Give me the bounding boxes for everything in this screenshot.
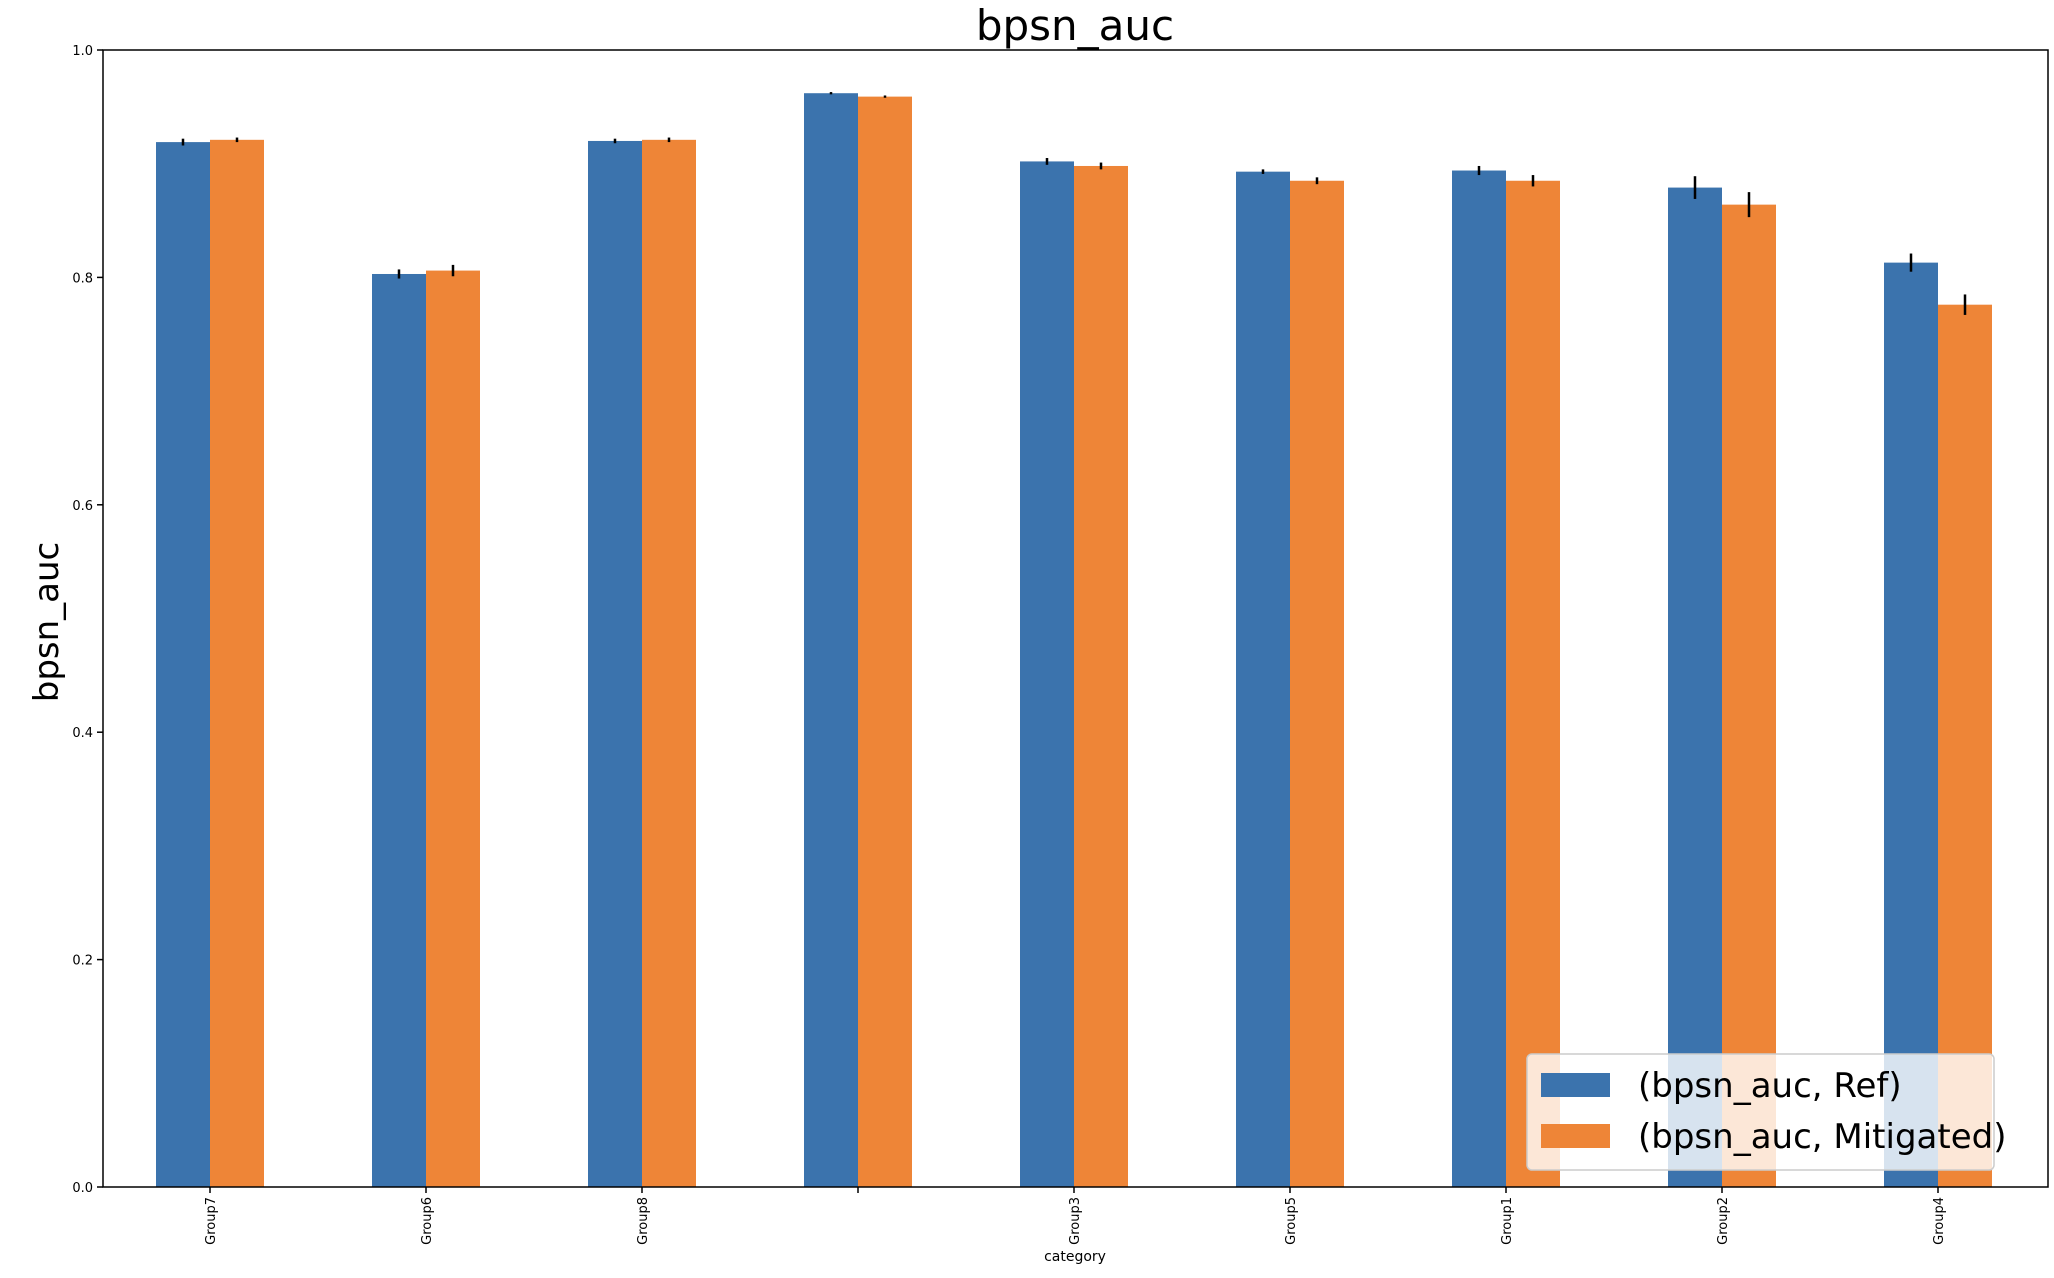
y-tick-label: 0.6 [72,499,93,514]
x-tick-label: Group1 [1500,1197,1515,1245]
bar-ref [1668,187,1722,1187]
bar-ref [804,93,858,1187]
bar-ref [372,273,426,1187]
legend-swatch-mitigated [1541,1124,1610,1148]
bar-mitigated [1938,304,1992,1187]
legend-label-mitigated: (bpsn_auc, Mitigated) [1638,1117,2006,1157]
bar-mitigated [1074,165,1128,1187]
y-tick-label: 1.0 [72,44,93,59]
x-tick-label: Group2 [1716,1197,1731,1245]
axes-layer: 0.0 0.2 0.4 0.6 0.8 1.0 Group7 Group6 Group8 Grou… [72,44,2049,1245]
x-tick-label: Group7 [204,1197,219,1245]
y-tick-label: 0.0 [72,1181,93,1196]
x-tick-label: Group4 [1932,1197,1947,1245]
bar-mitigated [1506,180,1560,1187]
y-tick-label: 0.2 [72,954,93,969]
bar-mitigated [426,270,480,1187]
chart-title: bpsn_auc [976,1,1174,50]
y-tick-label: 0.4 [72,726,93,741]
bar-ref [1020,161,1074,1187]
legend-box [1526,1053,1995,1171]
y-tick-label: 0.8 [72,271,93,286]
bar-mitigated [642,139,696,1187]
bar-mitigated [1722,204,1776,1187]
legend-swatch-ref [1541,1073,1610,1097]
bar-mitigated [210,139,264,1187]
bar-mitigated [858,96,912,1188]
x-axis-label: category [1044,1249,1106,1265]
legend: (bpsn_auc, Ref) (bpsn_auc, Mitigated) [1526,1053,2006,1171]
legend-label-ref: (bpsn_auc, Ref) [1638,1066,1902,1106]
bar-ref [1884,262,1938,1187]
bar-ref [588,140,642,1188]
x-tick-label: Group8 [636,1197,651,1245]
bar-ref [1452,170,1506,1188]
x-tick-label: Group6 [420,1197,435,1245]
x-tick-label: Group5 [1284,1197,1299,1245]
plot-frame [102,49,2049,1188]
bars-layer [156,92,1992,1188]
bar-ref [156,142,210,1187]
bar-ref [1236,171,1290,1187]
x-tick-label: Group3 [1068,1197,1083,1245]
y-axis-label: bpsn_auc [27,542,67,703]
bar-mitigated [1290,180,1344,1187]
